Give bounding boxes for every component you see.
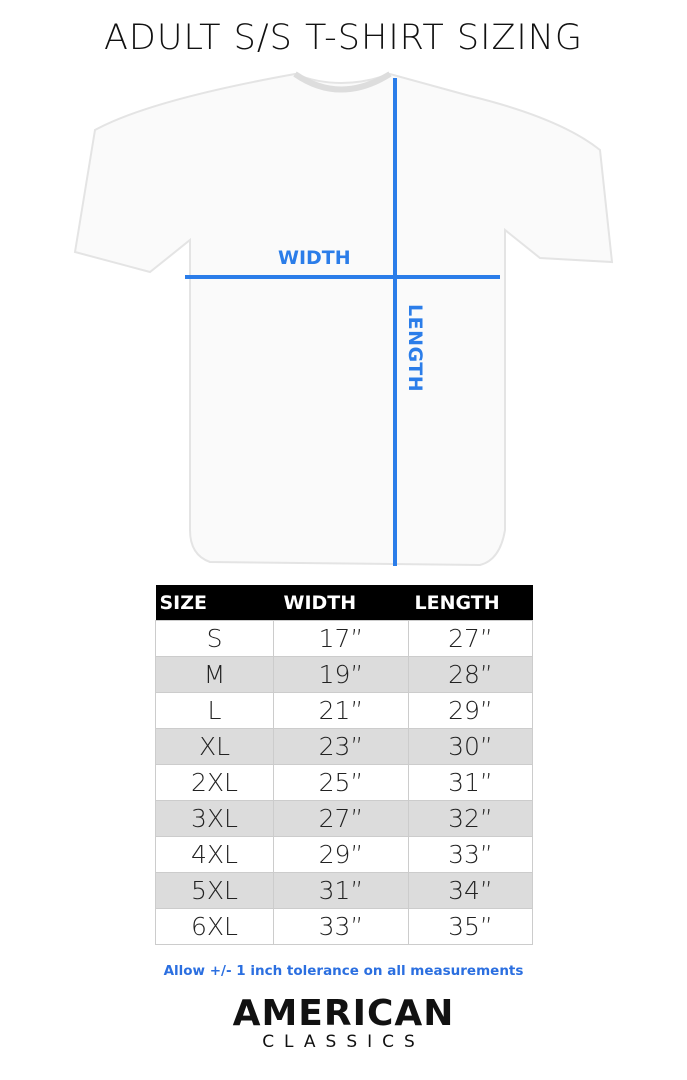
length-cell: 34” — [408, 872, 533, 909]
length-cell: 35” — [408, 908, 533, 945]
tolerance-note: Allow +/- 1 inch tolerance on all measur… — [163, 963, 524, 979]
length-cell: 29” — [408, 692, 533, 729]
header-length: LENGTH — [408, 585, 533, 621]
length-cell: 33” — [408, 836, 533, 873]
size-cell: 3XL — [155, 800, 274, 837]
header-size: SIZE — [155, 585, 274, 621]
width-cell: 33” — [273, 908, 409, 945]
table-row: 6XL 33” 35” — [155, 908, 533, 945]
length-cell: 31” — [408, 764, 533, 801]
size-cell: XL — [155, 728, 274, 765]
width-label: WIDTH — [278, 247, 351, 269]
tshirt-diagram — [73, 71, 614, 567]
table-row: M 19” 28” — [155, 656, 533, 693]
table-row: L 21” 29” — [155, 692, 533, 729]
size-cell: 2XL — [155, 764, 274, 801]
logo-classics: CLASSICS — [262, 1032, 425, 1052]
table-row: 4XL 29” 33” — [155, 836, 533, 873]
size-cell: 4XL — [155, 836, 274, 873]
table-row: 3XL 27” 32” — [155, 800, 533, 837]
size-cell: L — [155, 692, 274, 729]
table-row: S 17” 27” — [155, 620, 533, 657]
page-title: ADULT S/S T-SHIRT SIZING — [103, 18, 584, 58]
width-cell: 17” — [273, 620, 409, 657]
size-cell: S — [155, 620, 274, 657]
length-cell: 32” — [408, 800, 533, 837]
size-cell: 5XL — [155, 872, 274, 909]
size-table: SIZE WIDTH LENGTH S 17” 27” M 19” 28” L 21” 29” X… — [155, 585, 533, 945]
logo-american: AMERICAN — [232, 993, 455, 1034]
length-cell: 30” — [408, 728, 533, 765]
width-cell: 31” — [273, 872, 409, 909]
size-cell: M — [155, 656, 274, 693]
width-cell: 19” — [273, 656, 409, 693]
width-cell: 27” — [273, 800, 409, 837]
length-cell: 27” — [408, 620, 533, 657]
length-cell: 28” — [408, 656, 533, 693]
width-cell: 21” — [273, 692, 409, 729]
header-width: WIDTH — [273, 585, 409, 621]
table-row: 5XL 31” 34” — [155, 872, 533, 909]
width-cell: 25” — [273, 764, 409, 801]
table-row: 2XL 25” 31” — [155, 764, 533, 801]
length-label: LENGTH — [404, 304, 426, 393]
tshirt-shape — [73, 72, 614, 567]
width-cell: 23” — [273, 728, 409, 765]
width-cell: 29” — [273, 836, 409, 873]
collar — [293, 71, 392, 93]
table-row: XL 23” 30” — [155, 728, 533, 765]
size-cell: 6XL — [155, 908, 274, 945]
